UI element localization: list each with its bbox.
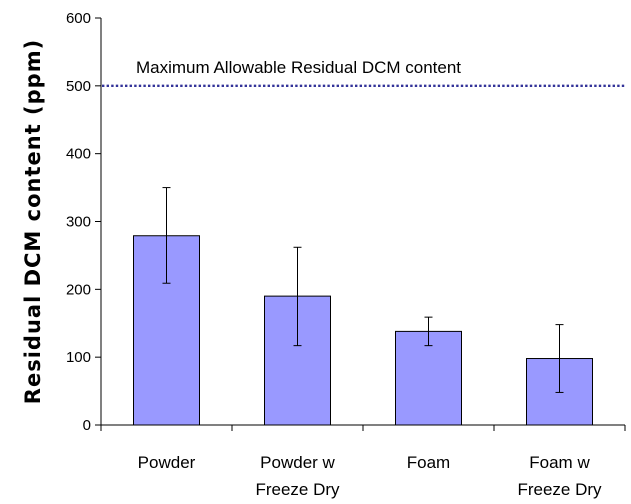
category-label-0: Powder <box>138 453 196 472</box>
error-bar-2 <box>424 316 433 347</box>
y-tick-label-500: 500 <box>66 78 91 95</box>
y-tick-label-300: 300 <box>66 214 91 231</box>
y-ticks-layer: 0 100 200 300 400 500 600 <box>66 10 101 434</box>
y-tick-label-0: 0 <box>83 417 91 434</box>
category-label-1: Powder w Freeze Dry <box>255 453 340 499</box>
reference-line-group: Maximum Allowable Residual DCM content <box>102 58 625 88</box>
error-bar-3 <box>555 324 564 393</box>
category-label-3-line-1: Freeze Dry <box>517 480 602 499</box>
reference-line-label: Maximum Allowable Residual DCM content <box>136 58 461 77</box>
y-tick-label-400: 400 <box>66 146 91 163</box>
x-ticks-layer: Powder Powder w Freeze Dry Foam Foam w Freeze… <box>100 425 626 499</box>
error-bar-1 <box>293 246 302 347</box>
category-label-2: Foam <box>407 453 450 472</box>
error-bars-layer <box>162 187 564 393</box>
category-label-0-line-0: Powder <box>138 453 196 472</box>
error-bar-0 <box>162 187 171 284</box>
category-label-3-line-0: Foam w <box>529 453 590 472</box>
y-tick-label-100: 100 <box>66 349 91 366</box>
category-label-1-line-1: Freeze Dry <box>255 480 340 499</box>
y-tick-label-200: 200 <box>66 281 91 298</box>
category-label-1-line-0: Powder w <box>260 453 335 472</box>
y-tick-label-600: 600 <box>66 10 91 27</box>
category-label-3: Foam w Freeze Dry <box>517 453 602 499</box>
y-axis-title: Residual DCM content (ppm) <box>21 39 45 404</box>
bars-layer <box>133 235 593 426</box>
category-label-2-line-0: Foam <box>407 453 450 472</box>
